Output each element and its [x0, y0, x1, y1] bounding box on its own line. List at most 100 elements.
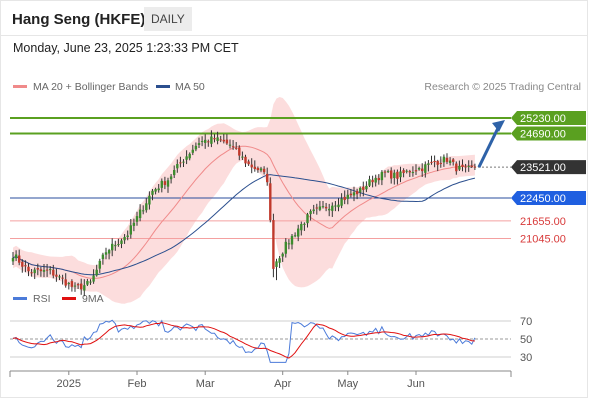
- ma50-line: [12, 174, 476, 276]
- candle-body: [92, 275, 95, 282]
- candle-body: [293, 235, 297, 237]
- candle-body: [157, 188, 160, 191]
- candle-body: [163, 181, 167, 185]
- candle-body: [287, 243, 291, 245]
- candle-body: [424, 164, 427, 173]
- candle-body: [98, 260, 101, 269]
- candle-body: [334, 205, 337, 207]
- candle-body: [154, 189, 157, 192]
- timeframe-badge[interactable]: DAILY: [144, 7, 192, 31]
- level-tags: 25230.00 24690.00 23521.00 22450.00 21655.00…: [511, 110, 586, 245]
- level-tag-4: 21655.00: [520, 216, 566, 228]
- candle-body: [321, 206, 325, 208]
- x-tick-label: 2025: [57, 378, 81, 390]
- candle-body: [80, 283, 83, 290]
- candle-body: [21, 261, 24, 267]
- candle-body: [442, 156, 446, 163]
- candle-body: [238, 147, 241, 156]
- moving-averages: [12, 145, 476, 279]
- level-tag-bg-0: [511, 110, 586, 125]
- candle-body: [433, 161, 436, 163]
- candle-body: [414, 170, 418, 172]
- x-tick-label: Apr: [274, 378, 291, 390]
- candle-body: [123, 237, 126, 241]
- bollinger-band: [13, 97, 475, 304]
- x-tick-label: Mar: [196, 378, 215, 390]
- chart-datetime: Monday, June 23, 2025 1:23:33 PM CET: [13, 41, 239, 55]
- candle-body: [436, 161, 439, 165]
- candle-body: [340, 198, 343, 206]
- candle-body: [390, 170, 393, 179]
- candle-body: [386, 171, 390, 173]
- ma20-line: [12, 145, 475, 279]
- candle-body: [368, 179, 371, 186]
- candle-body: [188, 153, 191, 159]
- forecast-arrow-head: [492, 119, 505, 132]
- candle-body: [191, 149, 194, 153]
- candle-body: [225, 139, 229, 144]
- candle-body: [210, 136, 213, 144]
- candle-body: [300, 223, 303, 231]
- candle-body: [126, 235, 129, 238]
- candle-body: [58, 276, 61, 278]
- candle-body: [117, 244, 120, 246]
- candle-body: [213, 138, 216, 140]
- rsi-panel: 70 50 30: [10, 316, 532, 364]
- x-tick-label: Feb: [128, 378, 147, 390]
- candle-body: [421, 168, 424, 172]
- candle-body: [73, 285, 77, 287]
- forecast-arrow-shaft: [477, 123, 502, 168]
- candle-body: [297, 228, 300, 237]
- rsi-level-label-0: 70: [520, 316, 532, 328]
- level-tag-0: 25230.00: [520, 113, 566, 125]
- candle-body: [374, 177, 377, 183]
- candle-body: [371, 179, 374, 183]
- level-tag-bg-2: [511, 160, 586, 175]
- x-tick-label: Jun: [407, 378, 425, 390]
- candle-body: [219, 139, 222, 141]
- candle-body: [439, 162, 442, 164]
- candle-body: [129, 225, 132, 235]
- candle-body: [430, 161, 433, 163]
- bb-legend-swatch: [13, 85, 27, 88]
- candle-body: [448, 160, 452, 163]
- level-tag-5: 21045.00: [520, 233, 566, 245]
- instrument-title: Hang Seng (HKFE): [12, 11, 146, 28]
- candle-body: [247, 161, 250, 165]
- candle-body: [216, 137, 219, 141]
- x-axis: 2025 Feb Mar Apr May Jun: [9, 370, 512, 390]
- candle-body: [27, 266, 30, 272]
- bollinger-band-area: [13, 97, 475, 304]
- legend: MA 20 + Bollinger Bands MA 50 Research ©…: [13, 81, 581, 305]
- candle-body: [160, 180, 163, 188]
- candle-body: [185, 156, 188, 160]
- candle-body: [464, 166, 467, 168]
- candle-body: [275, 261, 278, 267]
- candle-body: [101, 254, 105, 260]
- level-tag-3: 22450.00: [520, 193, 566, 205]
- forecast-arrow: [477, 119, 505, 168]
- candle-body: [200, 141, 204, 143]
- candle-body: [18, 255, 21, 263]
- candle-body: [402, 170, 405, 174]
- candle-body: [266, 173, 269, 183]
- candle-body: [76, 284, 80, 286]
- candle-body: [14, 254, 18, 259]
- candle-body: [67, 283, 70, 285]
- candle-body: [290, 235, 294, 245]
- candle-body: [61, 277, 64, 279]
- candle-body: [309, 210, 312, 215]
- candle-body: [362, 186, 365, 190]
- level-tag-1: 24690.00: [520, 128, 566, 140]
- candle-body: [204, 139, 207, 143]
- candle-body: [194, 145, 198, 150]
- candle-body: [64, 279, 67, 286]
- candle-body: [169, 176, 173, 180]
- candle-body: [380, 171, 384, 181]
- candle-body: [269, 183, 272, 221]
- candle-body: [408, 171, 411, 173]
- candle-body: [142, 210, 145, 212]
- candle-body: [228, 144, 232, 146]
- candle-body: [182, 161, 185, 163]
- candle-body: [318, 206, 322, 210]
